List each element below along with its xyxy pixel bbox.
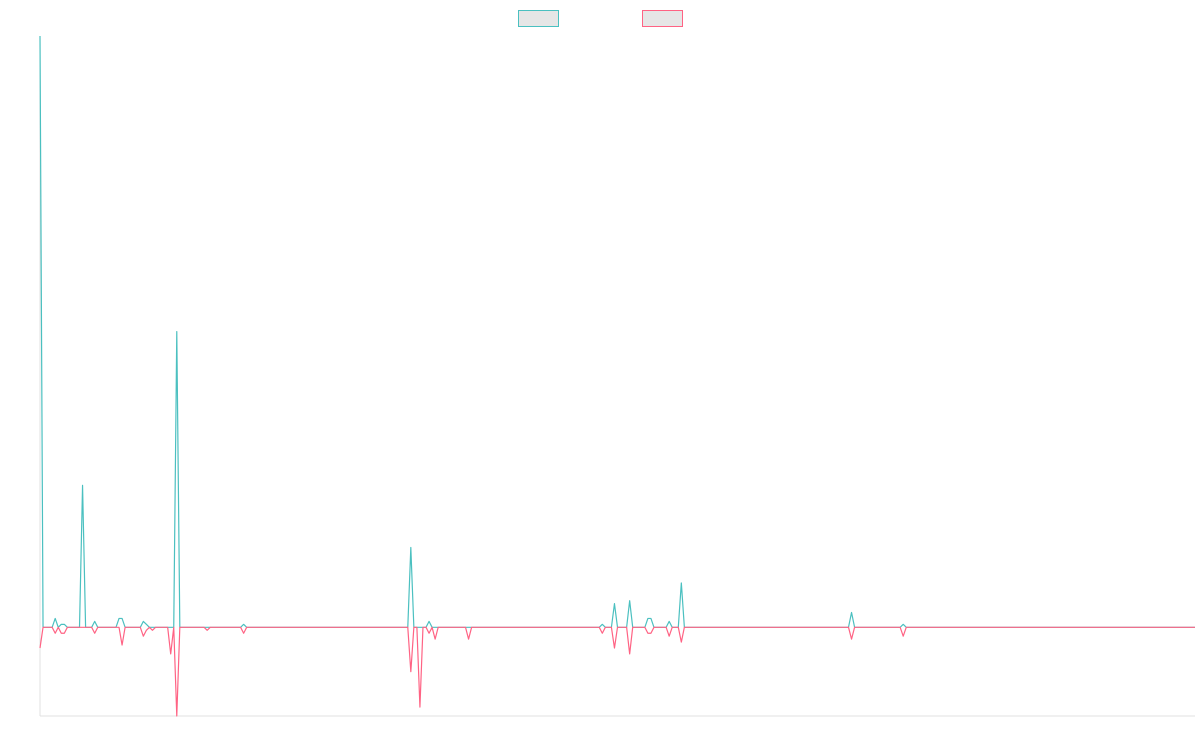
chart-axes (39, 36, 1195, 717)
series-line-2 (39, 626, 1195, 717)
series-line-1 (39, 35, 1195, 628)
legend (518, 10, 683, 27)
legend-swatch-1[interactable] (518, 10, 559, 27)
series-layer (39, 35, 1195, 717)
legend-swatch-2[interactable] (642, 10, 683, 27)
